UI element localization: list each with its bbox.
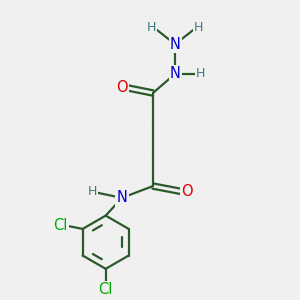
Text: Cl: Cl	[98, 282, 113, 297]
Text: N: N	[170, 37, 181, 52]
Text: H: H	[196, 67, 205, 80]
Text: H: H	[194, 22, 203, 34]
Text: Cl: Cl	[53, 218, 68, 233]
Text: O: O	[116, 80, 128, 94]
Text: H: H	[88, 185, 97, 199]
Text: N: N	[170, 66, 181, 81]
Text: N: N	[116, 190, 128, 206]
Text: O: O	[181, 184, 193, 200]
Text: H: H	[147, 22, 156, 34]
